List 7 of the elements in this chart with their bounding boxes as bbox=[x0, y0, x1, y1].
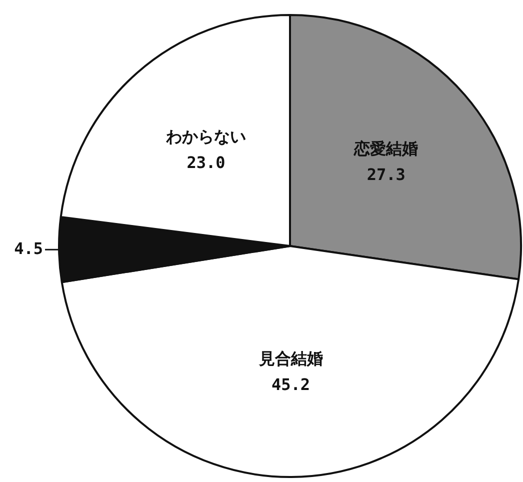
data-label: 4.5 bbox=[14, 238, 44, 258]
data-label: 23.0 bbox=[186, 152, 226, 172]
data-label: 45.2 bbox=[272, 375, 310, 394]
slice-label: 見合結婚 bbox=[258, 349, 323, 368]
data-label: 27.3 bbox=[366, 165, 406, 184]
slice-label: わからない bbox=[164, 126, 246, 146]
slice-label: 恋愛結婚 bbox=[353, 139, 418, 158]
